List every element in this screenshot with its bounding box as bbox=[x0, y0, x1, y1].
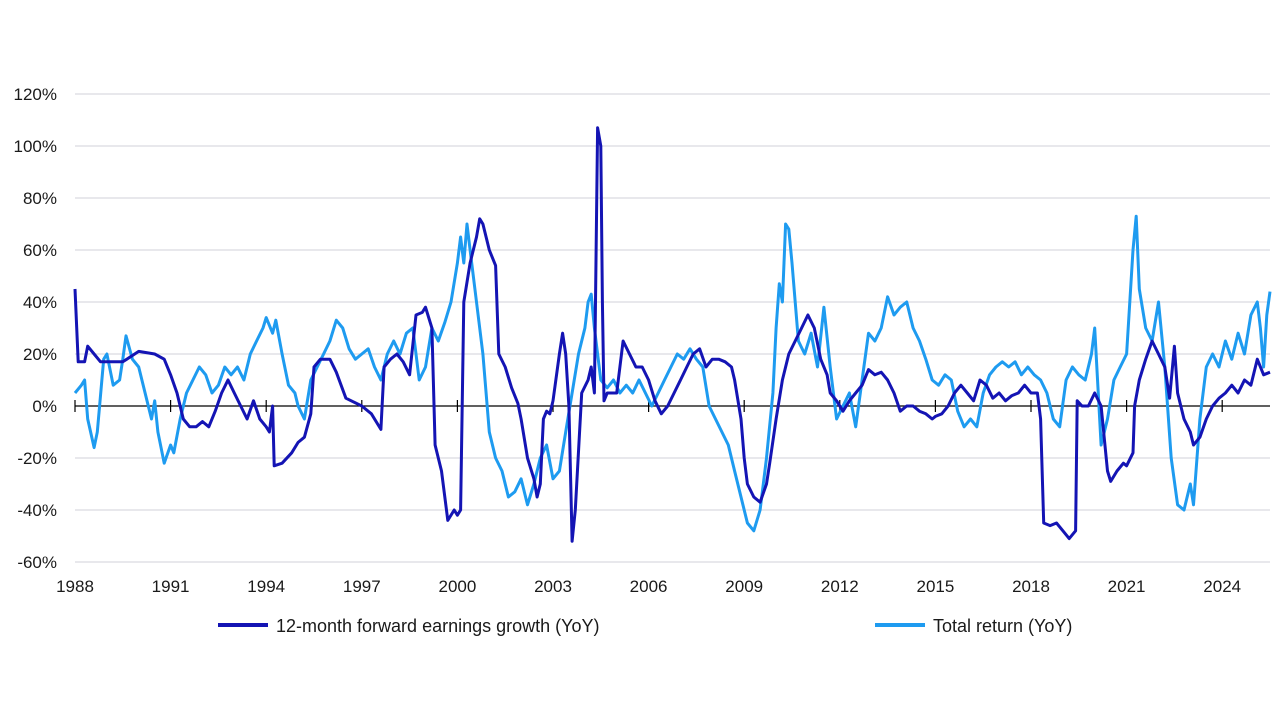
y-axis-ticks: -60% -40% -20% 0% 20% 40% 60% 80% 100% 120% bbox=[14, 85, 57, 572]
legend-label-earnings-growth: 12-month forward earnings growth (YoY) bbox=[276, 616, 600, 636]
gridlines bbox=[75, 93, 1270, 563]
x-tick-label: 2003 bbox=[534, 577, 572, 596]
series-line-earnings-growth bbox=[73, 126, 1271, 543]
y-tick-label: 80% bbox=[23, 189, 57, 208]
legend-item-total-return: Total return (YoY) bbox=[875, 616, 1072, 636]
y-tick-label: 20% bbox=[23, 345, 57, 364]
x-tick-label: 1988 bbox=[56, 577, 94, 596]
y-tick-label: 100% bbox=[14, 137, 57, 156]
y-tick-label: -40% bbox=[17, 501, 57, 520]
x-tick-label: 1991 bbox=[152, 577, 190, 596]
x-tick-label: 1994 bbox=[247, 577, 285, 596]
series-lines bbox=[73, 126, 1272, 543]
y-tick-label: 40% bbox=[23, 293, 57, 312]
series-line-total-return bbox=[73, 214, 1272, 533]
x-tick-label: 2021 bbox=[1108, 577, 1146, 596]
x-tick-label: 2009 bbox=[725, 577, 763, 596]
x-axis-ticks: 1988 1991 1994 1997 2000 2003 2006 2009 2012 2015… bbox=[56, 400, 1241, 596]
x-tick-label: 2015 bbox=[916, 577, 954, 596]
x-tick-label: 2024 bbox=[1203, 577, 1241, 596]
y-tick-label: 0% bbox=[32, 397, 57, 416]
y-tick-label: -60% bbox=[17, 553, 57, 572]
legend-label-total-return: Total return (YoY) bbox=[933, 616, 1072, 636]
y-tick-label: 60% bbox=[23, 241, 57, 260]
legend: 12-month forward earnings growth (YoY) T… bbox=[218, 616, 1072, 636]
x-tick-label: 2012 bbox=[821, 577, 859, 596]
x-tick-label: 2000 bbox=[438, 577, 476, 596]
legend-item-earnings-growth: 12-month forward earnings growth (YoY) bbox=[218, 616, 600, 636]
x-tick-label: 2006 bbox=[630, 577, 668, 596]
x-tick-label: 1997 bbox=[343, 577, 381, 596]
y-tick-label: 120% bbox=[14, 85, 57, 104]
y-tick-label: -20% bbox=[17, 449, 57, 468]
x-tick-label: 2018 bbox=[1012, 577, 1050, 596]
